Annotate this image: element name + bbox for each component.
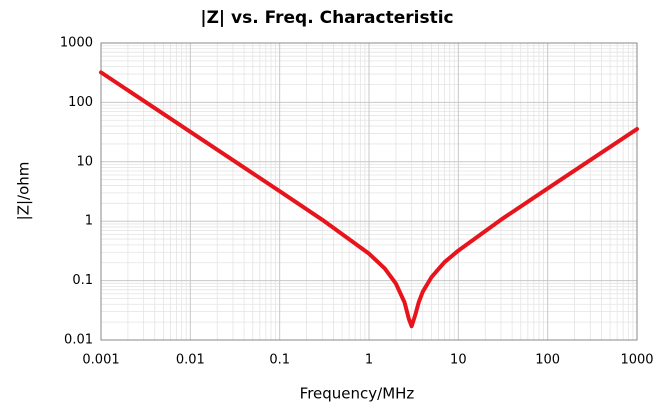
y-tick-label: 1 bbox=[85, 214, 93, 229]
y-axis-label: |Z|/ohm bbox=[15, 162, 33, 221]
y-tick-label: 100 bbox=[68, 95, 93, 110]
x-tick-label: 1000 bbox=[620, 353, 653, 368]
data-line bbox=[99, 70, 639, 329]
x-axis-label: Frequency/MHz bbox=[300, 385, 415, 403]
x-tick-label: 0.001 bbox=[82, 353, 119, 368]
y-tick-label: 1000 bbox=[60, 36, 93, 51]
chart-title: |Z| vs. Freq. Characteristic bbox=[200, 8, 453, 28]
plot-border bbox=[100, 42, 638, 341]
x-tick-label: 1 bbox=[365, 353, 373, 368]
y-tick-label: 0.01 bbox=[64, 333, 93, 348]
x-tick-label: 0.1 bbox=[269, 353, 290, 368]
x-tick-label: 100 bbox=[535, 353, 560, 368]
x-tick-label: 0.01 bbox=[176, 353, 205, 368]
y-tick-label: 0.1 bbox=[72, 273, 93, 288]
x-tick-label: 10 bbox=[450, 353, 467, 368]
y-tick-label: 10 bbox=[76, 154, 93, 169]
